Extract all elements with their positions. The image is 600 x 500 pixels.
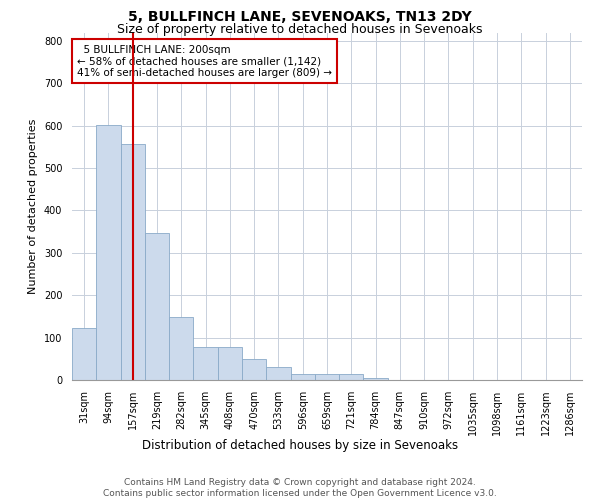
Bar <box>72 328 96 380</box>
Bar <box>218 347 242 380</box>
Bar <box>242 359 266 380</box>
Text: 5, BULLFINCH LANE, SEVENOAKS, TN13 2DY: 5, BULLFINCH LANE, SEVENOAKS, TN13 2DY <box>128 10 472 24</box>
Bar <box>96 126 121 380</box>
Bar <box>266 368 290 380</box>
Y-axis label: Number of detached properties: Number of detached properties <box>28 118 38 294</box>
Bar <box>315 374 339 380</box>
Bar <box>290 374 315 380</box>
Bar <box>339 374 364 380</box>
Bar <box>193 347 218 380</box>
Text: Contains HM Land Registry data © Crown copyright and database right 2024.
Contai: Contains HM Land Registry data © Crown c… <box>103 478 497 498</box>
Text: 5 BULLFINCH LANE: 200sqm
← 58% of detached houses are smaller (1,142)
41% of sem: 5 BULLFINCH LANE: 200sqm ← 58% of detach… <box>77 44 332 78</box>
Bar <box>169 318 193 380</box>
Bar <box>121 144 145 380</box>
Text: Size of property relative to detached houses in Sevenoaks: Size of property relative to detached ho… <box>117 22 483 36</box>
Bar <box>145 233 169 380</box>
Text: Distribution of detached houses by size in Sevenoaks: Distribution of detached houses by size … <box>142 440 458 452</box>
Bar <box>364 378 388 380</box>
